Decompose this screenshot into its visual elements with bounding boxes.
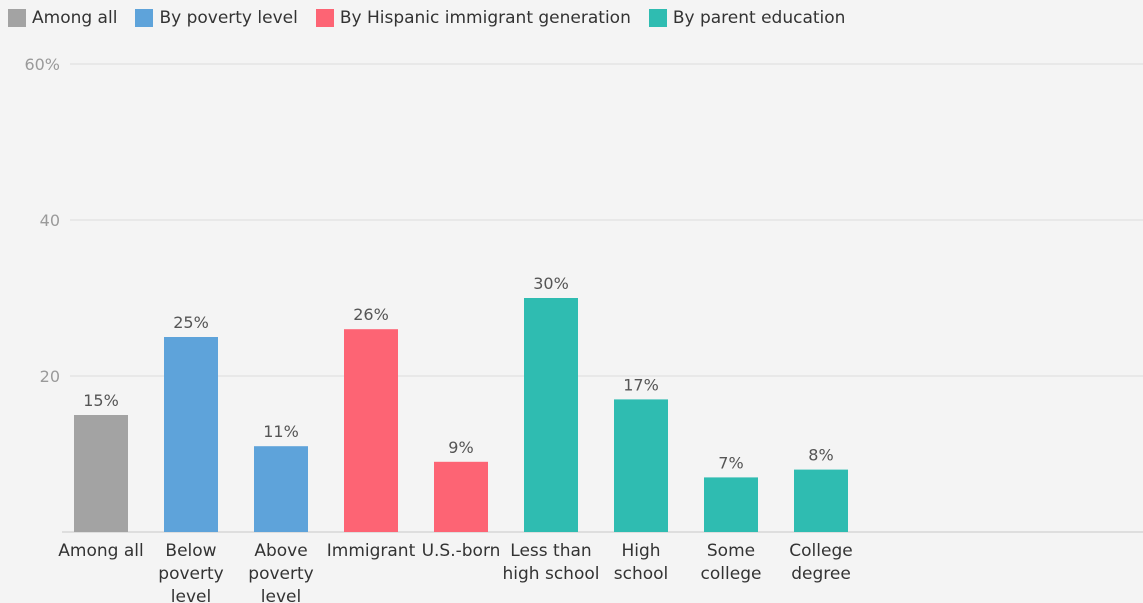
- data-label: 7%: [718, 453, 743, 472]
- legend-label: Among all: [32, 8, 118, 28]
- legend-label: By poverty level: [159, 8, 298, 28]
- legend-swatch: [648, 9, 667, 27]
- bar: [524, 298, 578, 532]
- legend-label: By parent education: [672, 8, 846, 28]
- y-tick-label: 20: [40, 367, 60, 386]
- bar: [614, 399, 668, 532]
- category-label: High: [621, 541, 660, 561]
- category-label: U.S.-born: [422, 541, 501, 561]
- category-label: school: [614, 564, 669, 584]
- legend-item: Among all: [8, 8, 117, 28]
- category-label: College: [789, 541, 852, 561]
- category-label: Some: [707, 541, 755, 561]
- bar: [704, 477, 758, 532]
- legend-item: By Hispanic immigrant generation: [315, 8, 631, 28]
- y-tick-label: 40: [40, 211, 60, 230]
- category-label: poverty: [158, 564, 223, 584]
- legend-swatch: [315, 9, 334, 27]
- category-label: Below: [165, 541, 216, 561]
- y-tick-label: 60%: [24, 55, 60, 74]
- category-label: Above: [254, 541, 307, 561]
- data-label: 8%: [808, 446, 833, 465]
- bar: [794, 469, 848, 532]
- data-label: 26%: [353, 305, 389, 324]
- category-label: Immigrant: [327, 541, 416, 561]
- bar: [254, 446, 308, 532]
- bar: [74, 415, 128, 532]
- category-label: high school: [503, 564, 600, 584]
- data-label: 25%: [173, 313, 209, 332]
- bar: [434, 461, 488, 532]
- category-label: Among all: [58, 541, 143, 561]
- legend-swatch: [8, 9, 26, 27]
- data-label: 30%: [533, 274, 569, 293]
- data-label: 9%: [448, 438, 473, 457]
- legend-swatch: [135, 9, 154, 27]
- data-label: 17%: [623, 375, 659, 394]
- category-label: level: [261, 587, 301, 603]
- chart-legend: Among all By poverty level By Hispanic imm…: [8, 6, 863, 30]
- data-label: 15%: [83, 391, 119, 410]
- bar: [164, 337, 218, 532]
- data-label: 11%: [263, 422, 299, 441]
- legend-item: By parent education: [648, 8, 846, 28]
- category-label: poverty: [248, 564, 313, 584]
- bar: [344, 329, 398, 532]
- legend-label: By Hispanic immigrant generation: [339, 8, 631, 28]
- category-label: college: [701, 564, 762, 584]
- legend-item: By poverty level: [135, 8, 298, 28]
- category-label: Less than: [510, 541, 591, 561]
- category-label: degree: [791, 564, 851, 584]
- category-label: level: [171, 587, 211, 603]
